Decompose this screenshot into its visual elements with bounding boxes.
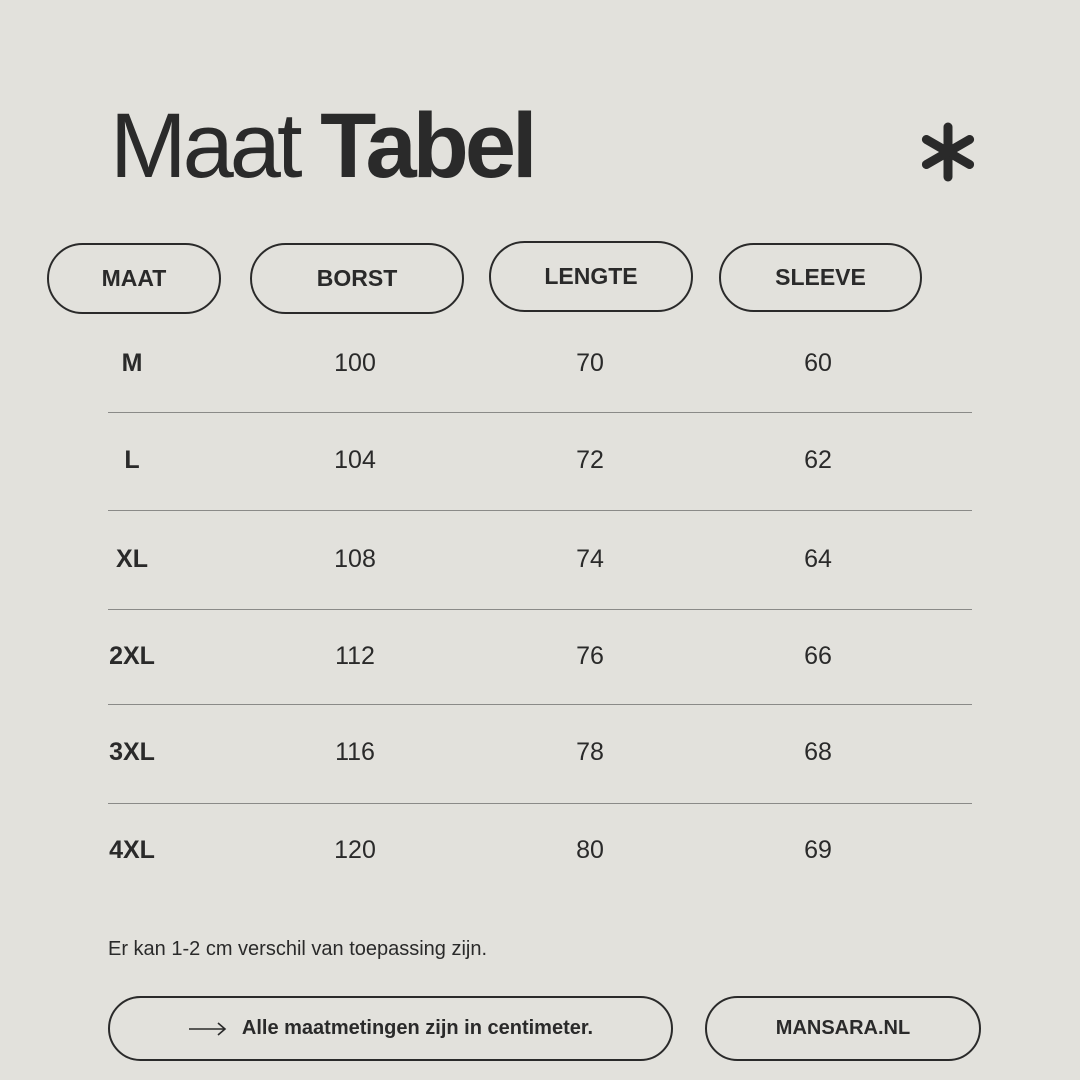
size-label: 3XL — [109, 738, 155, 766]
measurement-cell: 108 — [334, 545, 376, 573]
measurement-cell: 80 — [576, 836, 604, 864]
size-label: 2XL — [109, 642, 155, 670]
row-divider — [108, 609, 972, 610]
size-label: M — [121, 349, 143, 377]
measurement-cell: 112 — [335, 642, 375, 670]
title-light: Maat — [110, 95, 303, 197]
header-lengte: LENGTE — [489, 241, 693, 312]
measurement-cell: 66 — [804, 642, 832, 670]
measurement-cell: 64 — [804, 545, 832, 573]
measurement-cell: 78 — [576, 738, 604, 766]
arrow-right-icon — [188, 1021, 227, 1036]
measurement-cell: 104 — [334, 446, 376, 474]
measurement-cell: 120 — [334, 836, 376, 864]
measurement-cell: 60 — [804, 349, 832, 377]
row-divider — [108, 412, 972, 413]
measurement-cell: 68 — [804, 738, 832, 766]
row-divider — [108, 803, 972, 804]
measurement-cell: 62 — [804, 446, 832, 474]
measurement-cell: 116 — [335, 738, 375, 766]
size-label: XL — [116, 545, 148, 573]
measurement-cell: 76 — [576, 642, 604, 670]
info-text: Alle maatmetingen zijn in centimeter. — [241, 1017, 594, 1039]
website-button[interactable]: MANSARA.NL — [705, 996, 981, 1061]
header-borst: BORST — [250, 243, 464, 314]
note-text: Er kan 1-2 cm verschil van toepassing zi… — [108, 938, 488, 960]
info-pill: Alle maatmetingen zijn in centimeter. — [108, 996, 673, 1061]
header-maat: MAAT — [47, 243, 221, 314]
row-divider — [108, 704, 972, 705]
measurement-cell: 69 — [804, 836, 832, 864]
measurement-cell: 100 — [334, 349, 376, 377]
title-bold: Tabel — [320, 95, 537, 197]
page-title: Maat Tabel — [110, 100, 538, 192]
size-label: 4XL — [109, 836, 155, 864]
size-label: L — [124, 446, 140, 474]
header-sleeve: SLEEVE — [719, 243, 922, 312]
asterisk-icon — [921, 122, 975, 182]
measurement-cell: 70 — [576, 349, 604, 377]
measurement-cell: 74 — [576, 545, 604, 573]
measurement-cell: 72 — [576, 446, 604, 474]
row-divider — [108, 510, 972, 511]
